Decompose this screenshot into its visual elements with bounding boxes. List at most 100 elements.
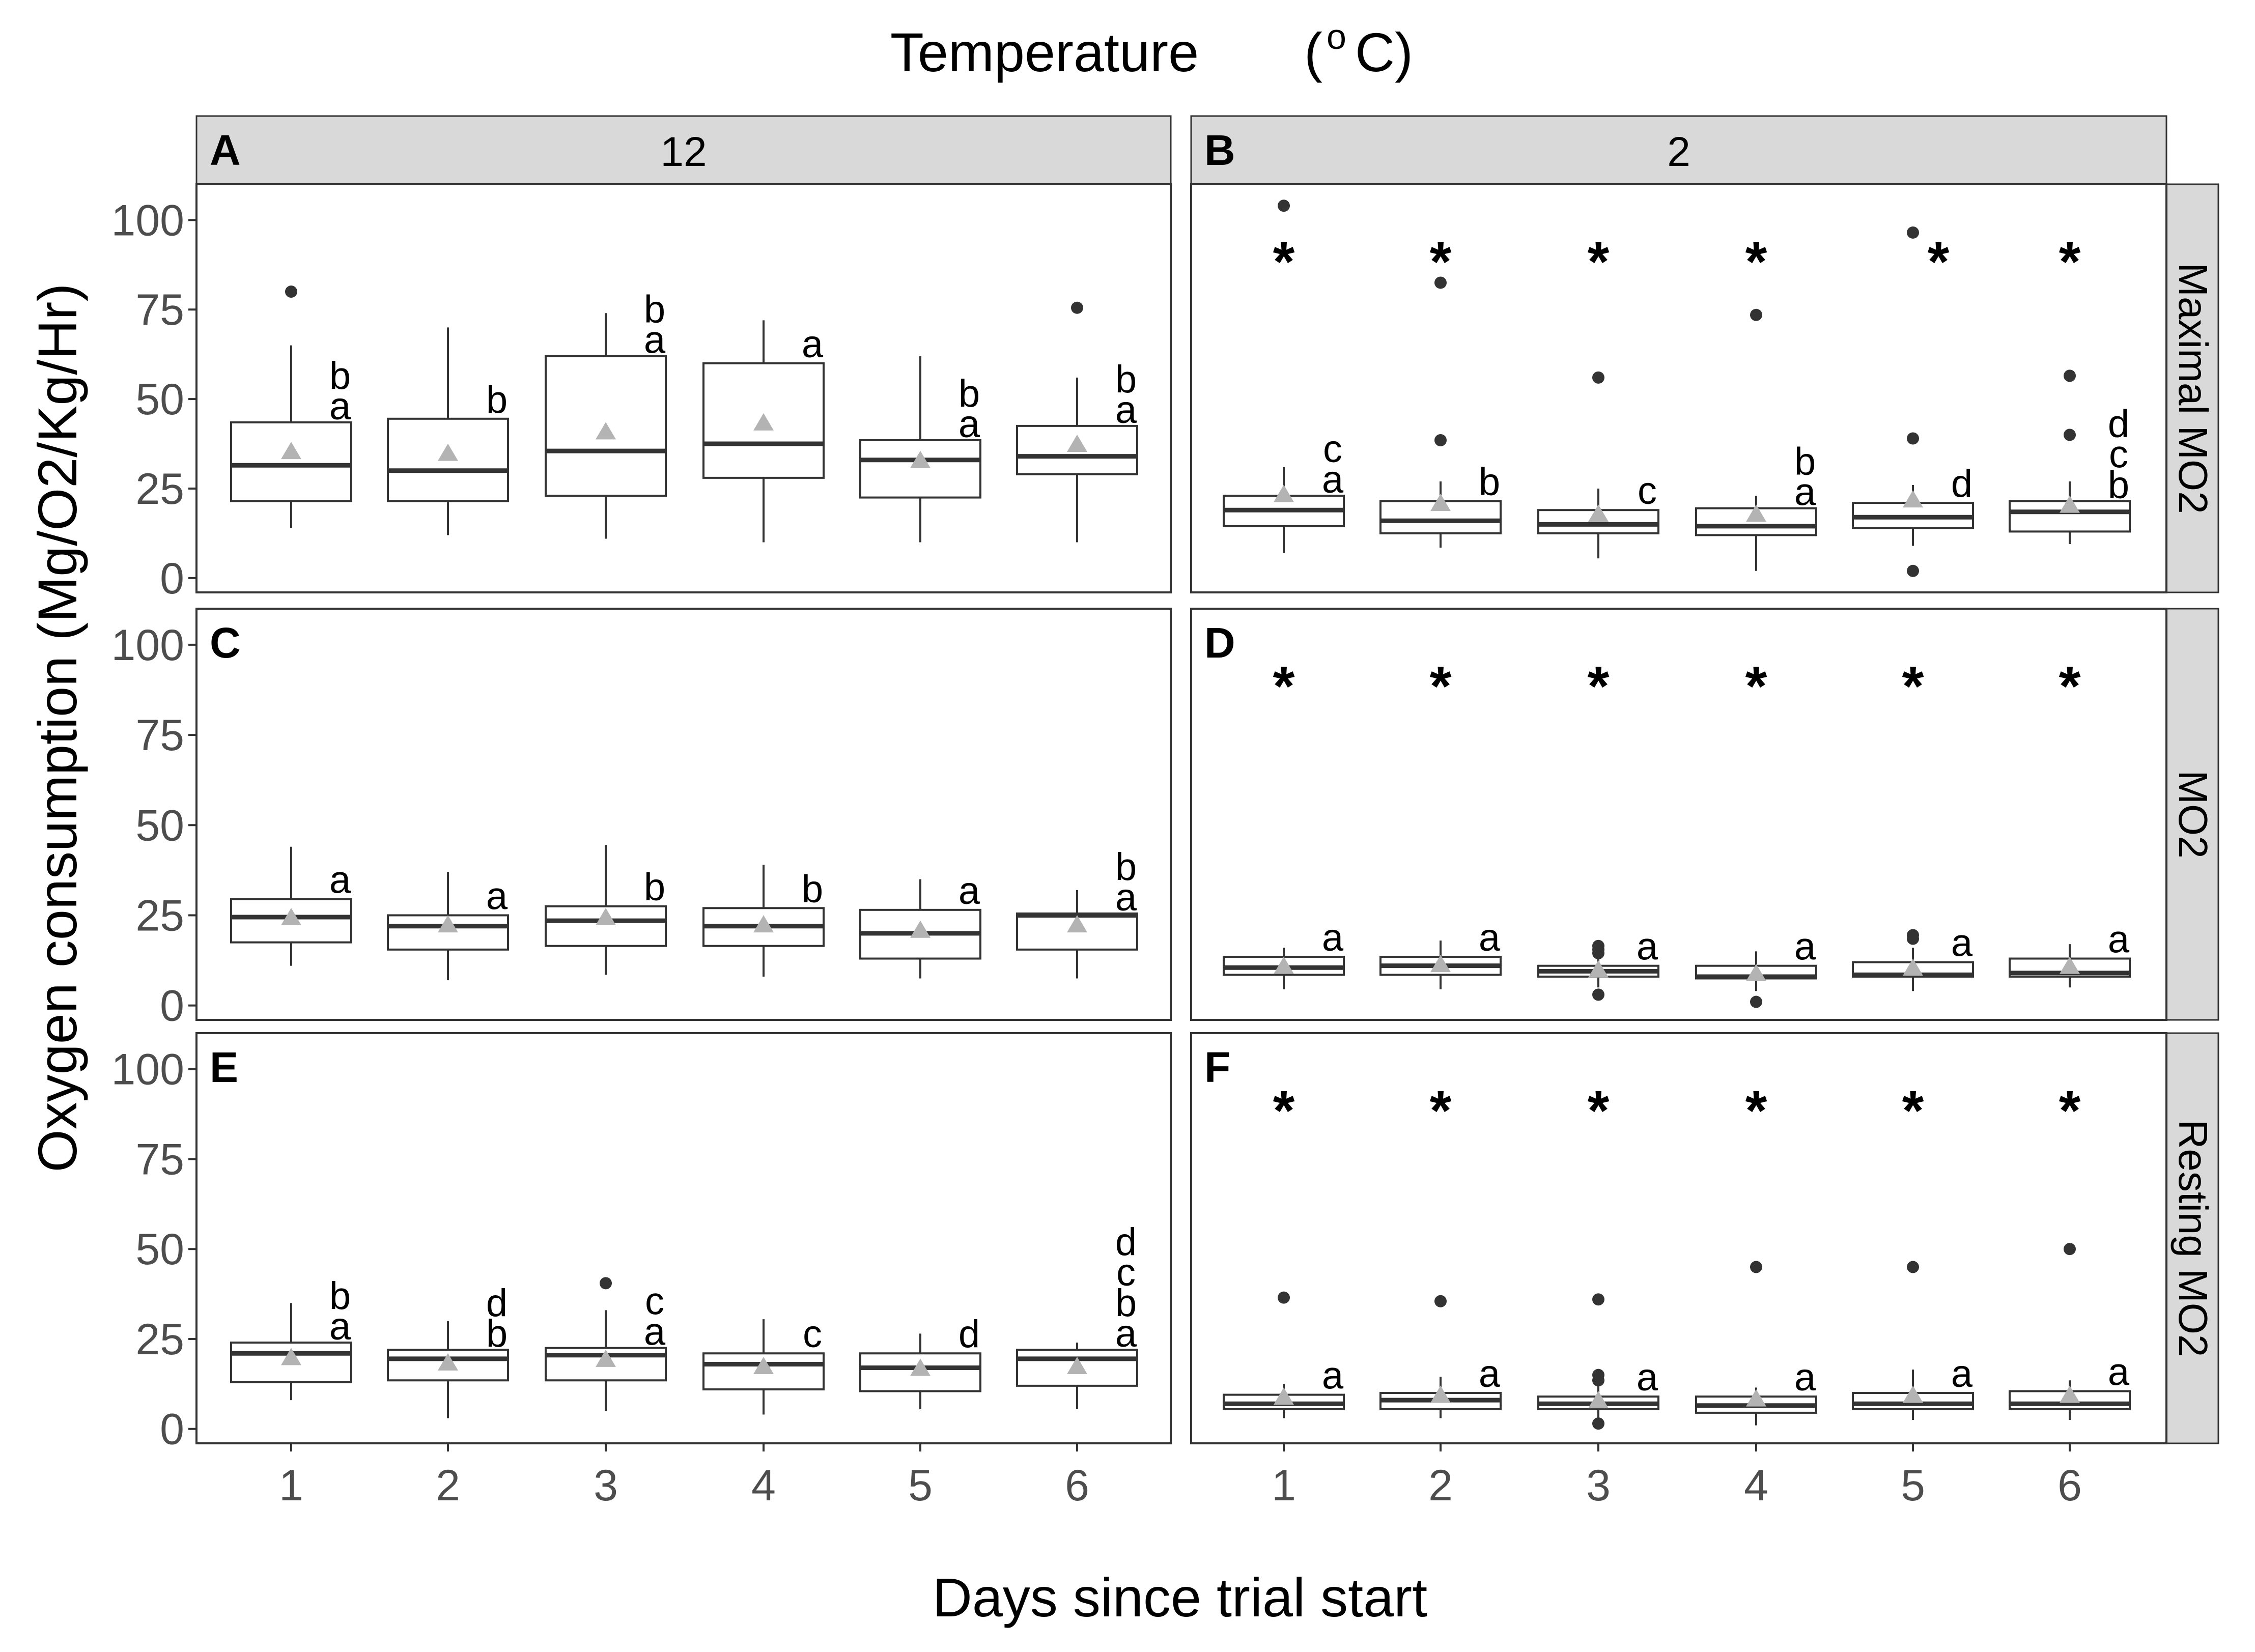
box-day-3: c	[1537, 371, 1659, 559]
asterisk-mark: *	[1430, 655, 1452, 718]
mean-marker	[1430, 955, 1451, 973]
y-tick-label: 0	[160, 554, 184, 603]
column-strip-1	[195, 115, 1172, 185]
significance-letter: a	[1115, 876, 1137, 919]
row-strip-1	[2165, 183, 2219, 593]
outlier-point	[1750, 1261, 1762, 1273]
asterisk-mark: *	[2059, 231, 2081, 293]
panel-frame	[1190, 183, 2167, 593]
y-tick-label: 50	[135, 801, 184, 850]
mean-marker	[1430, 1385, 1451, 1403]
outlier-point	[1592, 947, 1604, 959]
box-day-1: a	[1223, 1291, 1345, 1418]
asterisk-mark: *	[2059, 1079, 2081, 1142]
mean-marker	[1588, 504, 1609, 522]
significance-letter: d	[1951, 462, 1972, 505]
significance-letter: b	[644, 866, 665, 909]
figure-title-celsius: C	[1355, 21, 1395, 83]
significance-letter: b	[959, 372, 980, 415]
significance-letter: d	[1115, 1220, 1137, 1264]
row-strip-label: Maximal MO2	[2171, 263, 2216, 514]
significance-letter: a	[1794, 925, 1816, 969]
mean-marker	[1430, 494, 1451, 511]
significance-letter: d	[2108, 403, 2129, 446]
figure-title: Temperature	[890, 21, 1199, 83]
row-strip-2	[2165, 608, 2219, 1021]
panel-frame	[1190, 1032, 2167, 1444]
figure-title-degree: o	[1327, 17, 1346, 56]
significance-letter: b	[486, 378, 508, 421]
row-strip-label: MO2	[2171, 770, 2216, 858]
panel-F: Fa a a a a a * * * * * *	[1190, 1032, 2167, 1444]
x-tick-label: 4	[751, 1461, 776, 1510]
significance-letter: a	[1322, 916, 1344, 959]
mean-marker	[438, 915, 458, 933]
significance-letter: a	[1637, 925, 1658, 969]
mean-marker	[1903, 958, 1923, 976]
significance-letter: c	[1638, 469, 1657, 512]
outlier-point	[1434, 1295, 1447, 1307]
asterisk-mark: *	[1273, 655, 1295, 718]
asterisk-mark: *	[1273, 1079, 1295, 1142]
outlier-point	[600, 1277, 612, 1290]
box-day-4: a	[702, 320, 825, 543]
box-day-2: db	[387, 1281, 509, 1418]
significance-letter: b	[329, 354, 351, 397]
mean-marker	[2060, 1385, 2080, 1403]
row-strip-3	[2165, 1032, 2219, 1444]
box-day-3: ca	[545, 1277, 667, 1411]
significance-letter: a	[2108, 918, 2130, 961]
box-day-6: dcb	[2009, 369, 2131, 545]
outlier-point	[2064, 1243, 2076, 1256]
significance-letter: a	[1479, 916, 1501, 959]
asterisk-mark: *	[1928, 231, 1950, 293]
outlier-point	[1592, 988, 1604, 1001]
box-day-5: ba	[859, 356, 981, 543]
asterisk-mark: *	[1430, 1079, 1452, 1142]
panel-label: C	[210, 619, 241, 667]
mean-marker	[1588, 960, 1609, 978]
row-strip-label: Resting MO2	[2171, 1120, 2216, 1357]
asterisk-mark: *	[1902, 1079, 1924, 1142]
significance-letter: a	[1794, 471, 1816, 514]
significance-letter: a	[1322, 458, 1344, 501]
outlier-point	[1592, 371, 1604, 384]
panel-frame	[195, 1032, 1172, 1444]
asterisk-mark: *	[1745, 655, 1767, 718]
mean-marker	[1588, 1391, 1609, 1409]
significance-letter: a	[959, 403, 980, 446]
outlier-point	[1071, 301, 1083, 314]
panel-frame	[195, 183, 1172, 593]
mean-marker	[2060, 495, 2080, 513]
mean-marker	[596, 422, 616, 440]
panel-frame	[1190, 608, 2167, 1021]
mean-marker	[753, 413, 774, 431]
outlier-point	[1907, 226, 1919, 239]
box-day-1: ba	[230, 1274, 352, 1401]
mean-marker	[1067, 435, 1087, 452]
outlier-point	[1907, 564, 1919, 577]
significance-letter: a	[1951, 1352, 1973, 1395]
outlier-point	[1434, 276, 1447, 289]
mean-marker	[1274, 485, 1294, 502]
significance-letter: c	[1323, 428, 1342, 471]
significance-letter: b	[1479, 461, 1500, 504]
significance-letter: b	[2108, 464, 2129, 507]
mean-marker	[281, 1348, 301, 1365]
significance-letter: c	[1116, 1251, 1136, 1294]
box-iqr	[230, 421, 352, 502]
box-day-4: a	[1695, 1261, 1817, 1426]
outlier-point	[1592, 1374, 1604, 1387]
box-day-2: a	[387, 872, 509, 981]
mean-marker	[1903, 490, 1923, 508]
asterisk-mark: *	[1430, 231, 1452, 293]
significance-letter: c	[803, 1313, 822, 1356]
significance-letter: b	[486, 1312, 508, 1355]
x-tick-label: 1	[1272, 1461, 1296, 1510]
significance-letter: a	[1115, 388, 1137, 432]
y-tick-label: 25	[135, 465, 184, 514]
y-tick-label: 25	[135, 1315, 184, 1364]
outlier-point	[1592, 1293, 1604, 1306]
